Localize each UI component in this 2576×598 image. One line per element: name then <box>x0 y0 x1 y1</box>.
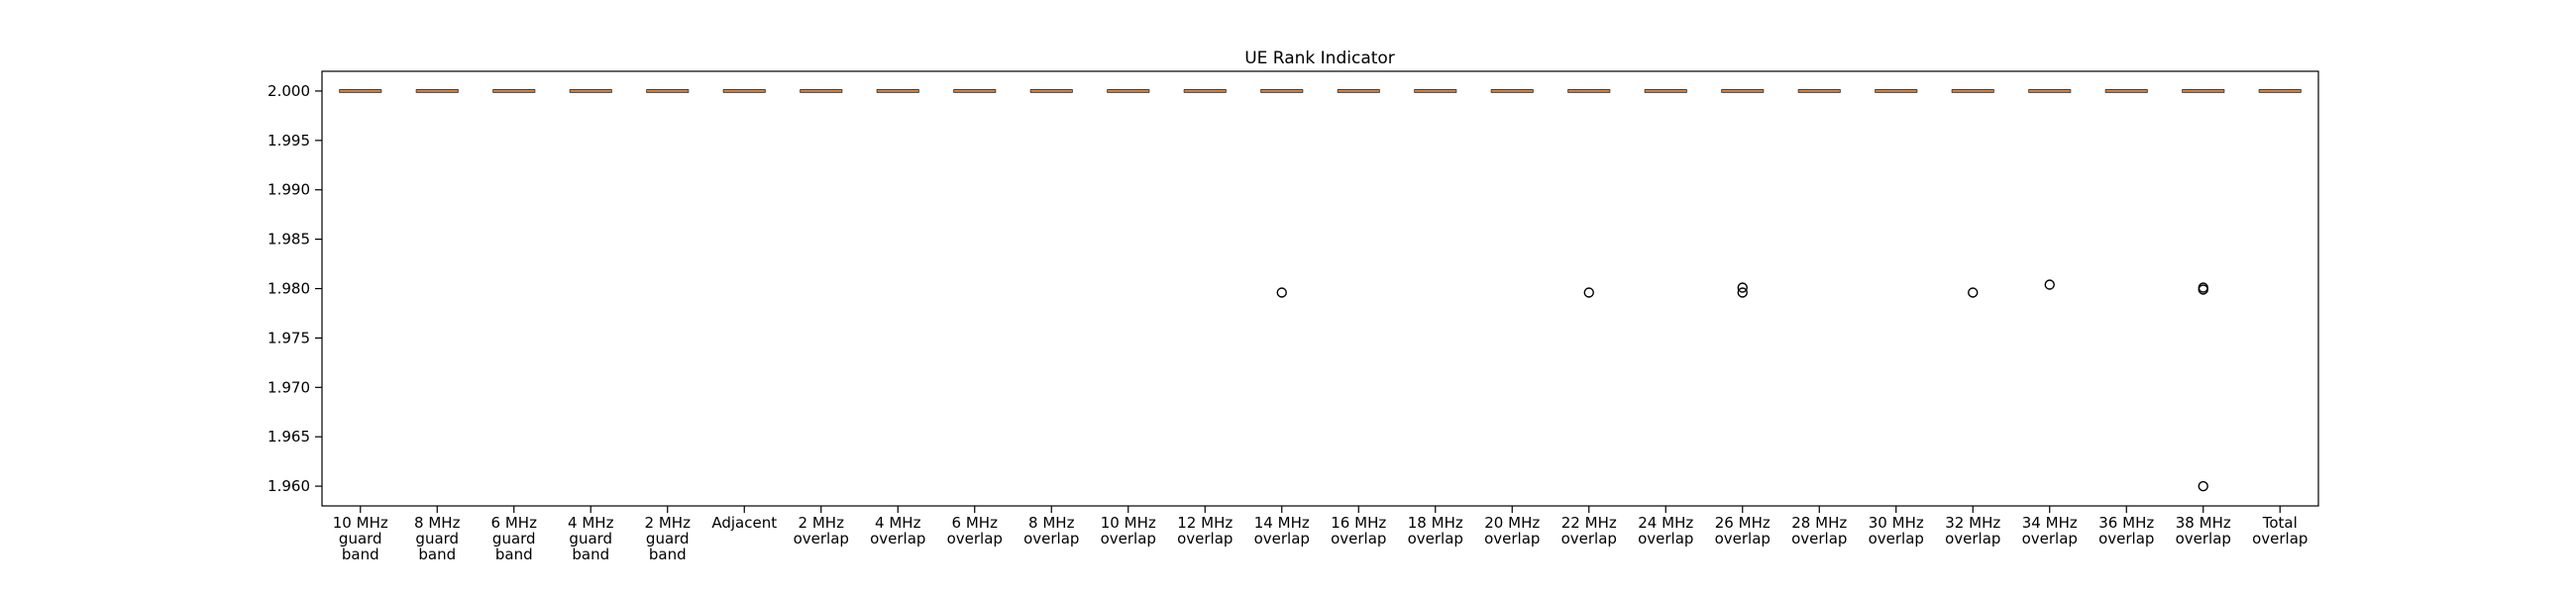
outlier-point <box>1968 287 1979 298</box>
x-tick-label: 24 MHz overlap <box>1638 514 1693 548</box>
x-tick-label: 8 MHz guard band <box>414 514 461 563</box>
outlier-point <box>1737 287 1748 298</box>
x-tick-label: 18 MHz overlap <box>1408 514 1463 548</box>
x-tick-label: 4 MHz overlap <box>870 514 925 548</box>
y-axis: 1.960 1.965 1.970 1.975 1.980 1.985 1.990 1.995… <box>268 82 322 495</box>
outlier-point <box>1583 287 1594 298</box>
x-tick-label: 16 MHz overlap <box>1331 514 1386 548</box>
y-tick-label: 1.960 <box>268 477 310 495</box>
x-tick-label: 12 MHz overlap <box>1177 514 1233 548</box>
outlier-point <box>2198 282 2208 293</box>
y-tick-label: 1.995 <box>268 132 310 150</box>
x-tick-label: 10 MHz overlap <box>1101 514 1156 548</box>
y-tick-label: 1.985 <box>268 231 310 249</box>
outlier-point <box>1276 287 1287 298</box>
x-tick-label: 6 MHz overlap <box>947 514 1003 548</box>
x-tick-label: 14 MHz overlap <box>1254 514 1310 548</box>
outlier-point <box>1737 282 1748 293</box>
x-tick-label: 10 MHz guard band <box>333 514 388 563</box>
y-tick-label: 1.975 <box>268 329 310 347</box>
y-tick-label: 1.980 <box>268 280 310 298</box>
plot-frame <box>321 70 2319 507</box>
x-tick-label: 8 MHz overlap <box>1023 514 1079 548</box>
x-tick-label: 6 MHz guard band <box>491 514 538 563</box>
x-tick-label: Total overlap <box>2252 514 2308 548</box>
x-tick-label: 26 MHz overlap <box>1715 514 1771 548</box>
y-tick-label: 2.000 <box>268 82 310 100</box>
outlier-point <box>2198 480 2208 492</box>
x-tick-label: 34 MHz overlap <box>2022 514 2078 548</box>
outlier-point <box>2044 279 2055 290</box>
x-tick-label: 36 MHz overlap <box>2098 514 2154 548</box>
plot-marks <box>339 89 2302 492</box>
y-tick-label: 1.965 <box>268 428 310 446</box>
x-tick-label: 20 MHz overlap <box>1484 514 1540 548</box>
x-tick-label: 2 MHz guard band <box>645 514 692 563</box>
x-tick-label: 4 MHz guard band <box>568 514 614 563</box>
x-tick-label: Adjacent <box>711 514 777 532</box>
x-axis: 10 MHz guard band 8 MHz guard band 6 MHz guard b… <box>333 506 2308 563</box>
x-tick-label: 22 MHz overlap <box>1561 514 1617 548</box>
y-tick-label: 1.990 <box>268 181 310 199</box>
x-tick-label: 32 MHz overlap <box>1945 514 2000 548</box>
x-tick-label: 38 MHz overlap <box>2176 514 2231 548</box>
x-tick-label: 28 MHz overlap <box>1791 514 1847 548</box>
y-tick-label: 1.970 <box>268 378 310 396</box>
x-tick-label: 30 MHz overlap <box>1869 514 1924 548</box>
chart-title: UE Rank Indicator <box>1244 49 1395 68</box>
x-tick-label: 2 MHz overlap <box>794 514 849 548</box>
